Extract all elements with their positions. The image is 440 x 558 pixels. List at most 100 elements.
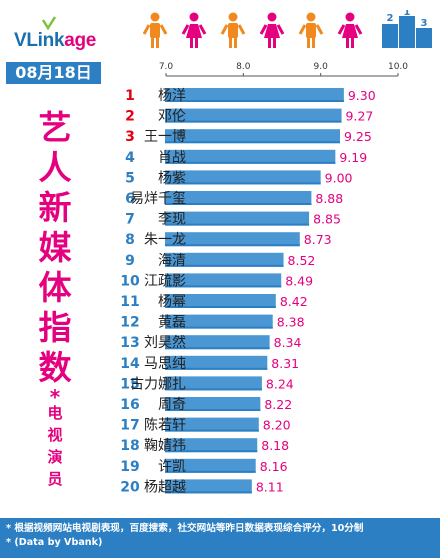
- value-label: 9.27: [346, 109, 374, 124]
- person-head: [189, 12, 199, 22]
- name-label: 王一博: [144, 128, 186, 145]
- rank-label: 10: [120, 273, 140, 289]
- person-leg: [268, 36, 271, 48]
- person-body: [306, 23, 316, 38]
- rank-label: 20: [120, 479, 140, 495]
- rank-label: 12: [120, 315, 139, 331]
- bar-shadow: [165, 306, 276, 308]
- person-body: [342, 24, 358, 38]
- person-arm: [276, 24, 285, 35]
- person-arm: [337, 24, 346, 35]
- rank-label: 1: [125, 88, 135, 104]
- person-leg: [273, 36, 276, 48]
- person-leg: [190, 36, 193, 48]
- bar: [165, 149, 336, 164]
- person-leg: [307, 36, 310, 48]
- person-icon: [181, 12, 207, 48]
- person-leg: [234, 36, 237, 48]
- person-arm: [298, 24, 307, 35]
- name-label: 邓伦: [158, 109, 186, 125]
- bar: [165, 417, 259, 432]
- bar-shadow: [165, 326, 273, 329]
- person-body: [228, 23, 238, 38]
- value-label: 8.73: [304, 232, 332, 247]
- name-label: 李现: [158, 212, 186, 228]
- bar-shadow: [165, 161, 336, 164]
- value-label: 9.00: [325, 170, 353, 185]
- bar: [165, 294, 276, 308]
- name-label: 杨紫: [158, 170, 186, 186]
- name-label: 肖战: [158, 150, 186, 166]
- bar: [165, 191, 312, 205]
- rank-label: 14: [120, 356, 140, 372]
- rank-label: 9: [125, 253, 135, 269]
- rank-label: 19: [120, 459, 139, 475]
- side-subtitle: 电视演员: [42, 402, 68, 490]
- person-head: [345, 12, 355, 22]
- person-body: [264, 24, 280, 38]
- bar-shadow: [165, 450, 258, 453]
- name-label: 黄磊: [158, 314, 186, 331]
- rank-label: 8: [125, 232, 135, 248]
- person-arm: [259, 24, 268, 35]
- person-icon: [143, 12, 168, 48]
- logo-text-accent: age: [64, 30, 97, 51]
- name-label: 杨洋: [158, 88, 186, 104]
- podium-label-2: 2: [387, 13, 394, 24]
- bar-shadow: [165, 429, 259, 432]
- x-tick-label: 7.0: [159, 62, 174, 72]
- bar: [165, 211, 310, 226]
- name-label: 许凯: [158, 459, 186, 475]
- podium-icon: 2 1 3: [382, 10, 432, 48]
- person-icon: [259, 12, 285, 48]
- value-label: 8.24: [266, 376, 294, 391]
- bar: [165, 129, 340, 144]
- people-icons: [143, 12, 363, 48]
- person-head: [267, 12, 277, 22]
- date-badge: 08月18日: [6, 62, 101, 84]
- value-label: 8.52: [288, 253, 316, 268]
- person-arm: [181, 24, 190, 35]
- person-head: [306, 12, 316, 22]
- value-label: 9.30: [348, 88, 376, 103]
- name-label: 鞠婧祎: [144, 438, 186, 454]
- name-label: 周奇: [158, 396, 186, 413]
- value-label: 8.88: [315, 191, 343, 206]
- bar: [165, 273, 282, 288]
- vlinkage-logo: VLinkage: [8, 10, 108, 51]
- logo-text-main: VLink: [14, 30, 65, 51]
- value-label: 8.22: [264, 397, 292, 412]
- person-arm: [237, 24, 246, 35]
- logo-check-icon: [42, 16, 56, 30]
- value-label: 8.42: [280, 294, 308, 309]
- side-title-char: 媒: [38, 228, 72, 267]
- bar: [165, 438, 258, 453]
- side-title-char: 艺: [38, 108, 72, 147]
- person-leg: [346, 36, 349, 48]
- podium-label-1: 1: [404, 10, 411, 18]
- person-leg: [229, 36, 232, 48]
- bar-shadow: [165, 120, 342, 123]
- side-title-char: 体: [38, 268, 72, 307]
- bar-shadow: [165, 182, 321, 185]
- person-icon: [298, 12, 324, 48]
- rank-label: 6: [125, 191, 135, 207]
- bar-shadow: [165, 244, 300, 247]
- rank-label: 5: [125, 170, 135, 186]
- bar-chart: 7.0 8.0 9.0 10.0 1 杨洋 9.30 2 邓伦 9.27 3 王一博 9.25 4 肖战 9.…: [120, 62, 408, 495]
- rank-label: 3: [125, 129, 135, 145]
- person-icon: [220, 12, 246, 48]
- bar-shadow: [165, 223, 310, 226]
- name-label: 杨超越: [144, 479, 186, 495]
- bar-shadow: [165, 491, 252, 494]
- footer-line-2: * (Data by Vbank): [6, 537, 103, 548]
- person-leg: [195, 36, 198, 48]
- value-label: 8.49: [285, 273, 313, 288]
- value-label: 8.18: [261, 438, 289, 453]
- side-subtitle-char: 电: [47, 404, 63, 422]
- bar: [165, 108, 342, 123]
- value-label: 8.38: [277, 315, 305, 330]
- name-label: 杨幂: [158, 294, 186, 310]
- value-label: 8.34: [274, 335, 302, 350]
- side-title-char: 数: [38, 348, 72, 387]
